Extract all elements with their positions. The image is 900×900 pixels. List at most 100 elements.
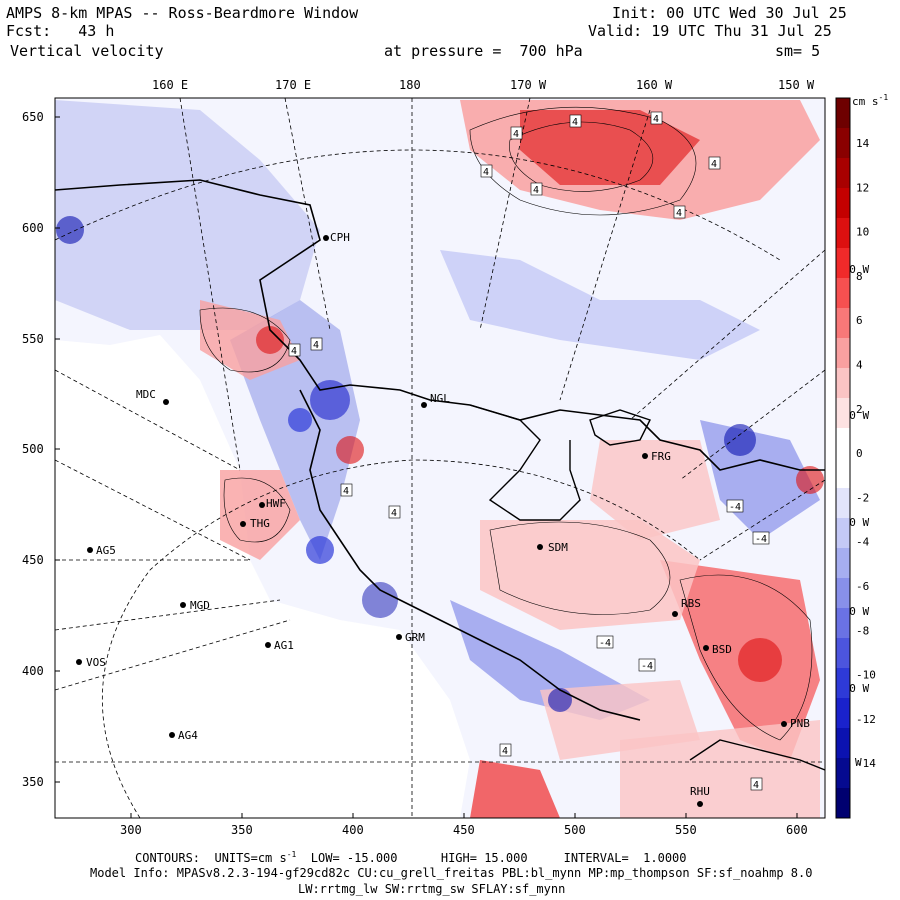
station-ngl: NGL: [430, 392, 450, 405]
svg-text:4: 4: [711, 159, 717, 170]
lon-label-170w: 170 W: [510, 78, 547, 92]
svg-text:4: 4: [483, 167, 489, 178]
field-name: Vertical velocity: [10, 42, 164, 60]
y-tick-500: 500: [22, 442, 44, 456]
svg-text:4: 4: [502, 746, 508, 757]
colorbar-tick-label: -6: [856, 580, 869, 593]
colorbar-swatch: [836, 578, 850, 609]
x-tick-400: 400: [342, 823, 364, 837]
map-frame: [54, 97, 826, 819]
station-mdc: MDC: [136, 388, 156, 401]
y-tick-550: 550: [22, 332, 44, 346]
contour-labels: 4 4 4 4 4 4 4 4 4 4 4 -4 -4 -4 -4 4 4: [288, 111, 770, 791]
colorbar-swatch: [836, 308, 850, 339]
y-tick-650: 650: [22, 110, 44, 124]
colorbar-swatch: [836, 188, 850, 219]
lon-label-150w: 150 W: [778, 78, 815, 92]
x-tick-450: 450: [453, 823, 475, 837]
x-tick-600: 600: [786, 823, 808, 837]
colorbar-swatch: [836, 128, 850, 159]
map-title: AMPS 8-km MPAS -- Ross-Beardmore Window: [6, 4, 359, 22]
svg-text:4: 4: [753, 780, 759, 791]
y-tick-450: 450: [22, 553, 44, 567]
colorbar-tick-label: 4: [856, 359, 863, 372]
colorbar-tick-label: 12: [856, 181, 869, 194]
colorbar-tick-label: -14: [856, 757, 876, 770]
colorbar-swatch: [836, 548, 850, 579]
colorbar-tick-label: -8: [856, 624, 869, 637]
station-rbs: RBS: [681, 597, 701, 610]
map-field: [55, 98, 825, 818]
colorbar-swatch: [836, 458, 850, 489]
station-pnb: PNB: [790, 717, 810, 730]
colorbar-tick-label: -12: [856, 713, 876, 726]
x-tick-550: 550: [675, 823, 697, 837]
colorbar-tick-label: 8: [856, 270, 863, 283]
station-rhu: RHU: [690, 785, 710, 798]
lon-label-160e: 160 E: [152, 78, 189, 92]
svg-text:-4: -4: [729, 502, 741, 513]
colorbar-tick-label: 14: [856, 137, 870, 150]
station-frg: FRG: [651, 450, 671, 463]
colorbar-tick-label: -10: [856, 669, 876, 682]
station-cph: CPH: [330, 231, 350, 244]
station-ag4: AG4: [178, 729, 198, 742]
model-info: Model Info: MPASv8.2.3-194-gf29cd82c CU:…: [90, 866, 813, 880]
colorbar-swatch: [836, 158, 850, 189]
svg-text:4: 4: [343, 486, 349, 497]
svg-text:4: 4: [291, 346, 297, 357]
colorbar-tick-label: -4: [856, 536, 870, 549]
y-tick-600: 600: [22, 221, 44, 235]
svg-text:W: W: [855, 756, 862, 769]
svg-text:-4: -4: [599, 638, 611, 649]
colorbar-swatch: [836, 488, 850, 519]
y-tick-400: 400: [22, 664, 44, 678]
contours-info: CONTOURS: UNITS=cm s-1 LOW= -15.000 HIGH…: [135, 850, 687, 865]
x-tick-300: 300: [120, 823, 142, 837]
svg-text:4: 4: [676, 208, 682, 219]
colorbar-tick-label: 6: [856, 314, 863, 327]
svg-text:4: 4: [513, 129, 519, 140]
station-markers: CPH MDC NGL FRG HWF THG AG5 SDM MGD RBS …: [76, 231, 810, 807]
colorbar-swatch: [836, 338, 850, 369]
forecast-hour: Fcst: 43 h: [6, 22, 115, 40]
svg-text:4: 4: [572, 117, 578, 128]
colorbar-swatch: [836, 398, 850, 429]
colorbar-swatch: [836, 218, 850, 249]
init-time: Init: 00 UTC Wed 30 Jul 25: [612, 4, 847, 22]
colorbar-swatch: [836, 608, 850, 639]
svg-text:4: 4: [533, 185, 539, 196]
colorbar-swatch: [836, 698, 850, 729]
smoothing-value: sm= 5: [775, 42, 821, 60]
lon-label-160w: 160 W: [636, 78, 673, 92]
colorbar-tick-label: 2: [856, 403, 863, 416]
model-info-line2: LW:rrtmg_lw SW:rrtmg_sw SFLAY:sf_mynn: [298, 882, 566, 896]
pressure-level: at pressure = 700 hPa: [384, 42, 583, 60]
station-hwf: HWF: [266, 497, 286, 510]
station-mgd: MGD: [190, 599, 210, 612]
colorbar-tick-label: 10: [856, 226, 869, 239]
colorbar-swatch: [836, 368, 850, 399]
svg-text:4: 4: [653, 114, 659, 125]
station-sdm: SDM: [548, 541, 568, 554]
colorbar-unit: cm s-1: [852, 93, 888, 108]
colorbar-swatch: [836, 278, 850, 309]
colorbar-swatch: [836, 638, 850, 669]
colorbar-swatch: [836, 98, 850, 129]
svg-text:4: 4: [391, 508, 397, 519]
colorbar-swatch: [836, 518, 850, 549]
colorbar-swatch: [836, 248, 850, 279]
colorbar-swatch: [836, 728, 850, 759]
lon-label-180: 180: [399, 78, 421, 92]
station-vos: VOS: [86, 656, 106, 669]
valid-time: Valid: 19 UTC Thu 31 Jul 25: [588, 22, 832, 40]
svg-text:-4: -4: [641, 661, 653, 672]
x-tick-350: 350: [231, 823, 253, 837]
svg-text:-4: -4: [755, 534, 767, 545]
station-ag5: AG5: [96, 544, 116, 557]
svg-text:4: 4: [313, 340, 319, 351]
station-ag1: AG1: [274, 639, 294, 652]
colorbar-tick-label: 0: [856, 447, 863, 460]
y-tick-350: 350: [22, 775, 44, 789]
